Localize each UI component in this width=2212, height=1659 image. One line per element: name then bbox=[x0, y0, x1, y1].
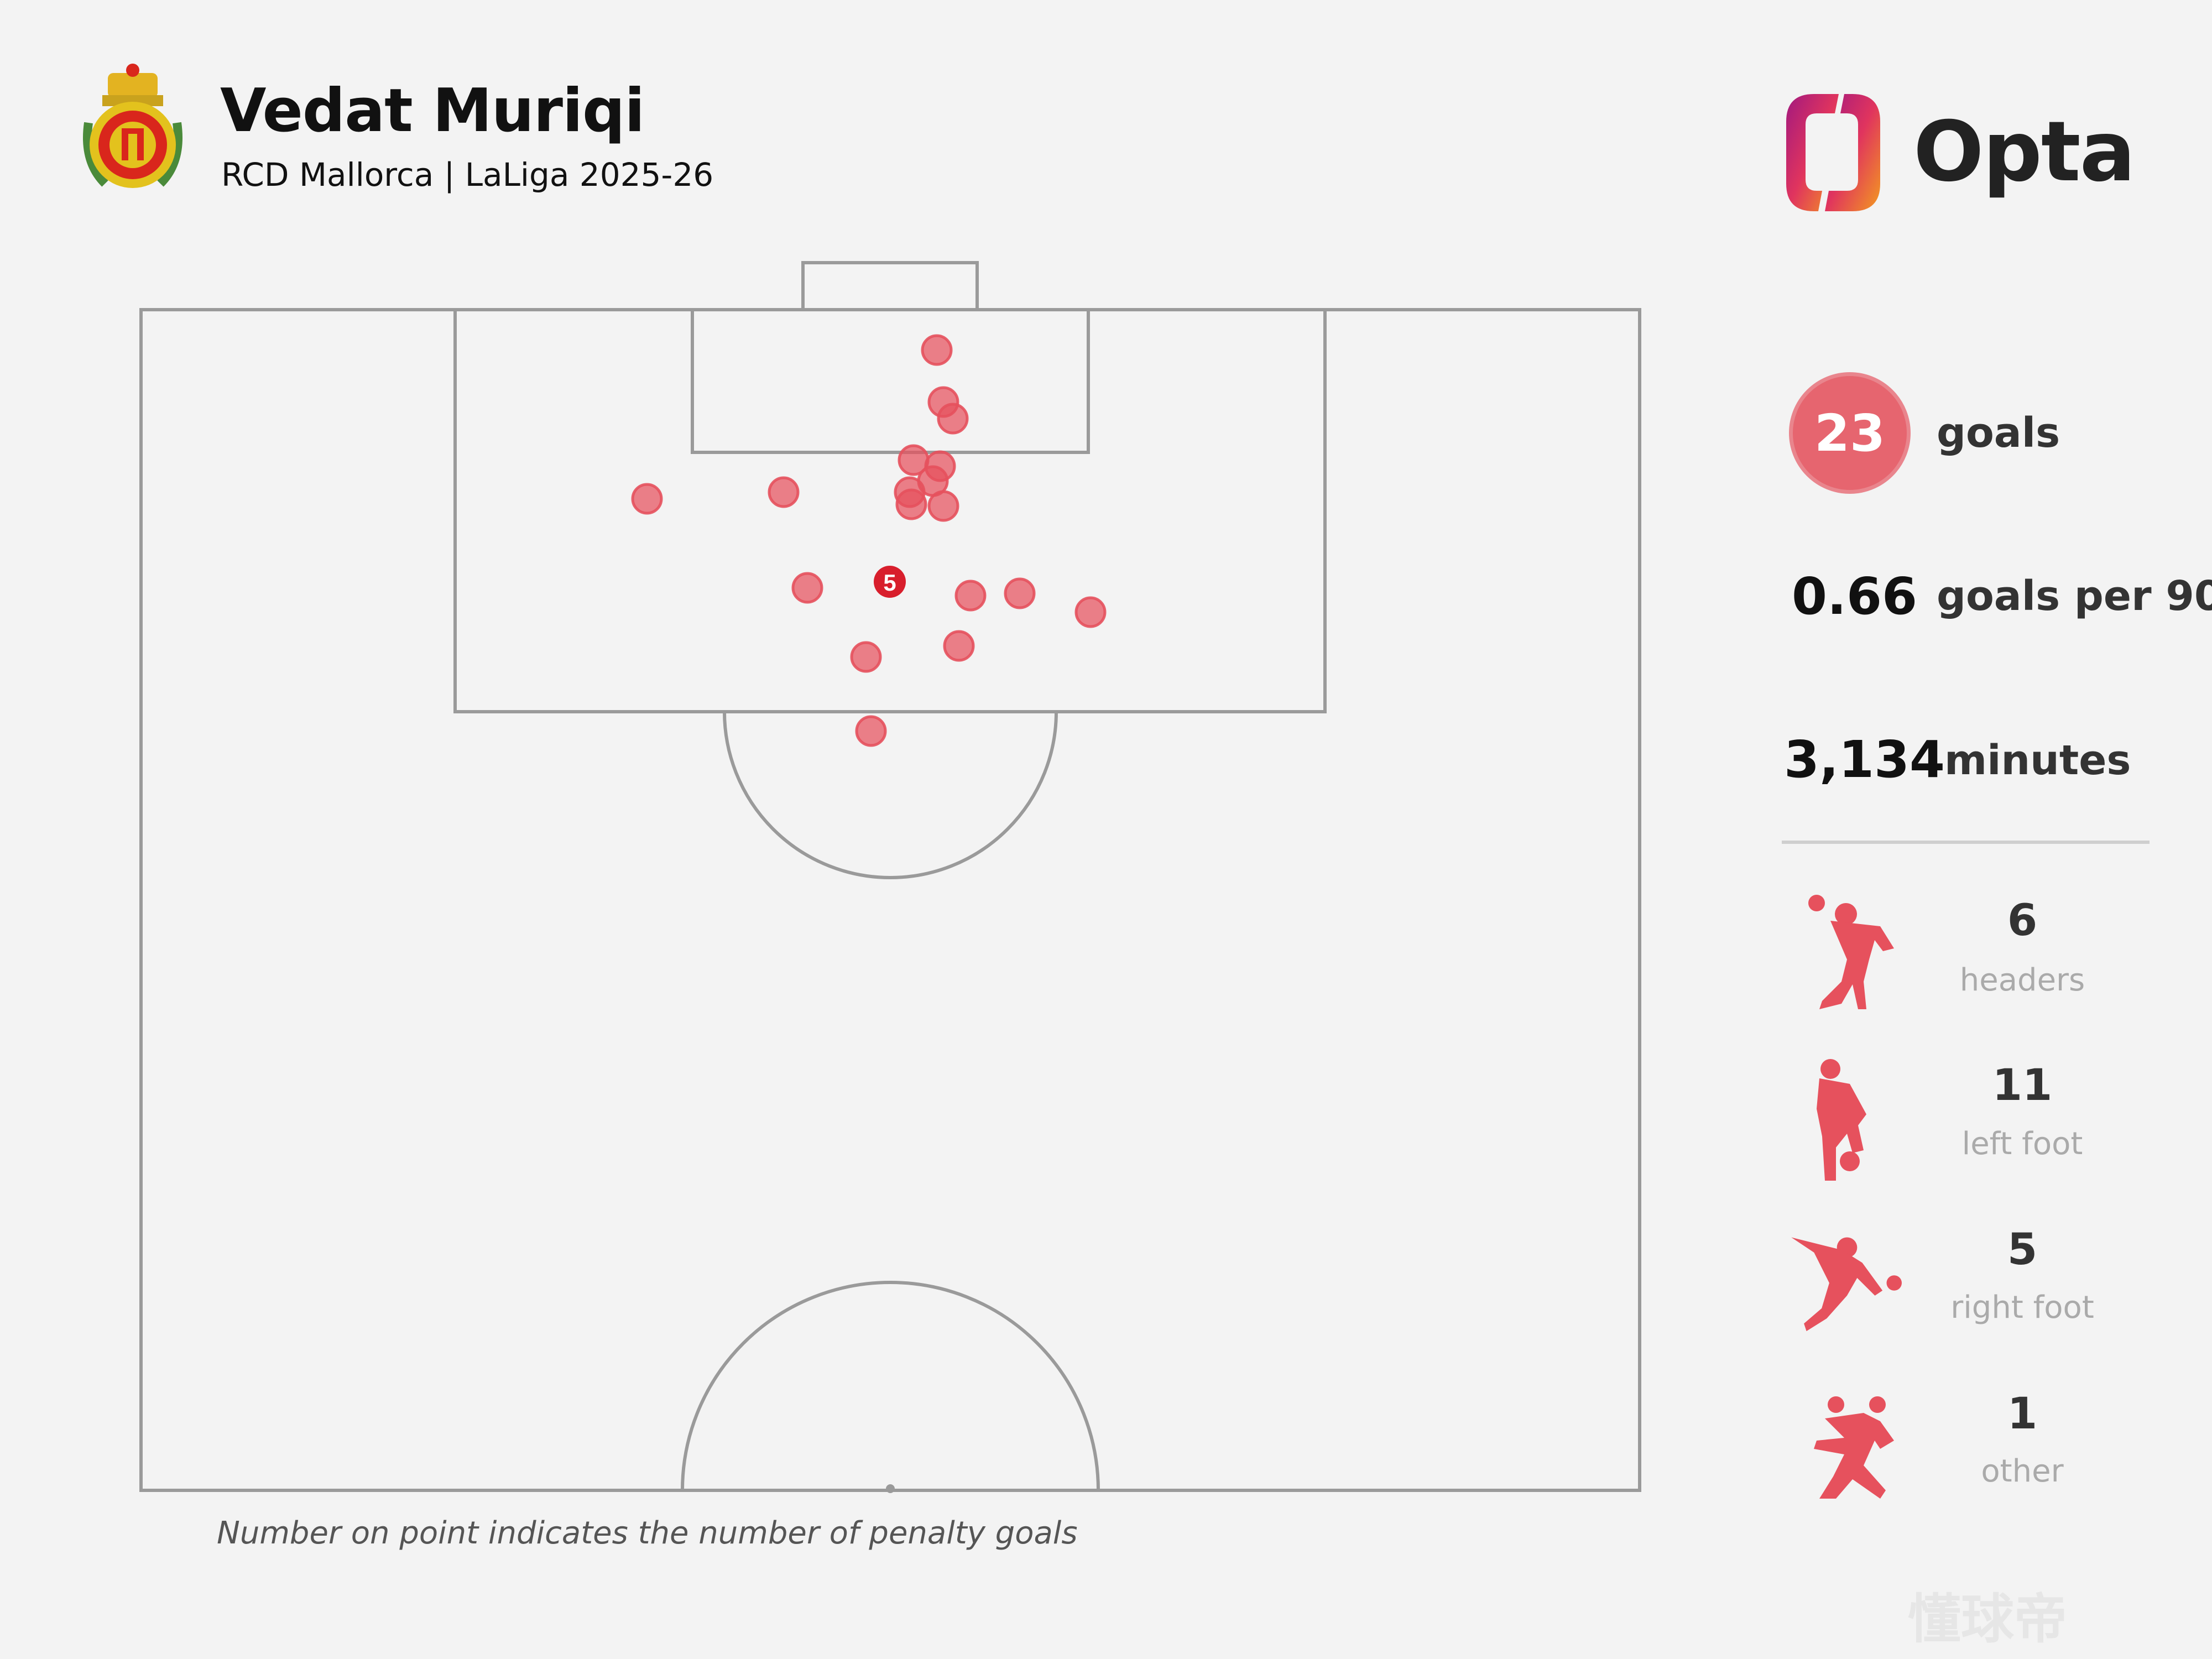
penalty-goal-count: 5 bbox=[883, 570, 896, 596]
pitch-outline bbox=[139, 308, 1641, 1492]
page-subtitle: RCD Mallorca | LaLiga 2025-26 bbox=[221, 156, 714, 194]
club-crest-icon bbox=[83, 64, 182, 188]
page-title: Vedat Muriqi bbox=[220, 76, 645, 145]
goal-point bbox=[943, 630, 975, 662]
goal-point bbox=[937, 403, 969, 435]
penalty-goal-marker bbox=[874, 566, 906, 598]
left-foot-count: 11 bbox=[1992, 1061, 2053, 1110]
minutes-label: minutes bbox=[1944, 737, 2131, 784]
right-foot-icon bbox=[1791, 1237, 1902, 1332]
right-foot-label: right foot bbox=[1950, 1290, 2094, 1326]
stats-divider bbox=[1782, 841, 2150, 844]
goal-point bbox=[768, 476, 800, 508]
right-foot-count: 5 bbox=[2007, 1225, 2038, 1275]
goal-point bbox=[895, 488, 927, 520]
opta-logo-text: Opta bbox=[1913, 104, 2136, 200]
goal-point bbox=[631, 483, 663, 515]
center-spot bbox=[886, 1484, 895, 1493]
penalty-area bbox=[453, 308, 1327, 713]
left-foot-label: left foot bbox=[1961, 1126, 2083, 1162]
goal-point bbox=[1074, 596, 1107, 628]
watermark: 懂球帝 bbox=[1908, 1588, 2067, 1650]
goal-point bbox=[855, 715, 887, 747]
other-icon bbox=[1814, 1396, 1894, 1499]
goal-point bbox=[927, 490, 959, 522]
goal bbox=[801, 261, 979, 311]
chart-caption: Number on point indicates the number of … bbox=[217, 1515, 1078, 1551]
center-circle bbox=[681, 1281, 1100, 1491]
goal-point bbox=[954, 580, 987, 612]
goal-point bbox=[791, 572, 823, 604]
goals-label: goals bbox=[1937, 409, 2060, 457]
headers-count: 6 bbox=[2007, 896, 2038, 946]
header-icon bbox=[1808, 895, 1894, 1009]
goals-per-90-value: 0.66 bbox=[1792, 567, 1917, 626]
goal-point bbox=[1004, 577, 1036, 609]
goal-point bbox=[921, 334, 953, 366]
opta-logo-icon bbox=[1786, 94, 1880, 211]
goals-per-90-label: goals per 90 bbox=[1937, 572, 2212, 620]
left-foot-icon bbox=[1817, 1059, 1866, 1181]
other-label: other bbox=[1981, 1453, 2064, 1489]
goals-count-badge: 23 bbox=[1789, 372, 1911, 494]
penalty-arc bbox=[723, 711, 1058, 879]
other-count: 1 bbox=[2007, 1389, 2038, 1439]
minutes-value: 3,134 bbox=[1784, 730, 1945, 789]
goal-point bbox=[850, 641, 882, 673]
six-yard-box bbox=[691, 308, 1090, 454]
headers-label: headers bbox=[1959, 962, 2085, 998]
